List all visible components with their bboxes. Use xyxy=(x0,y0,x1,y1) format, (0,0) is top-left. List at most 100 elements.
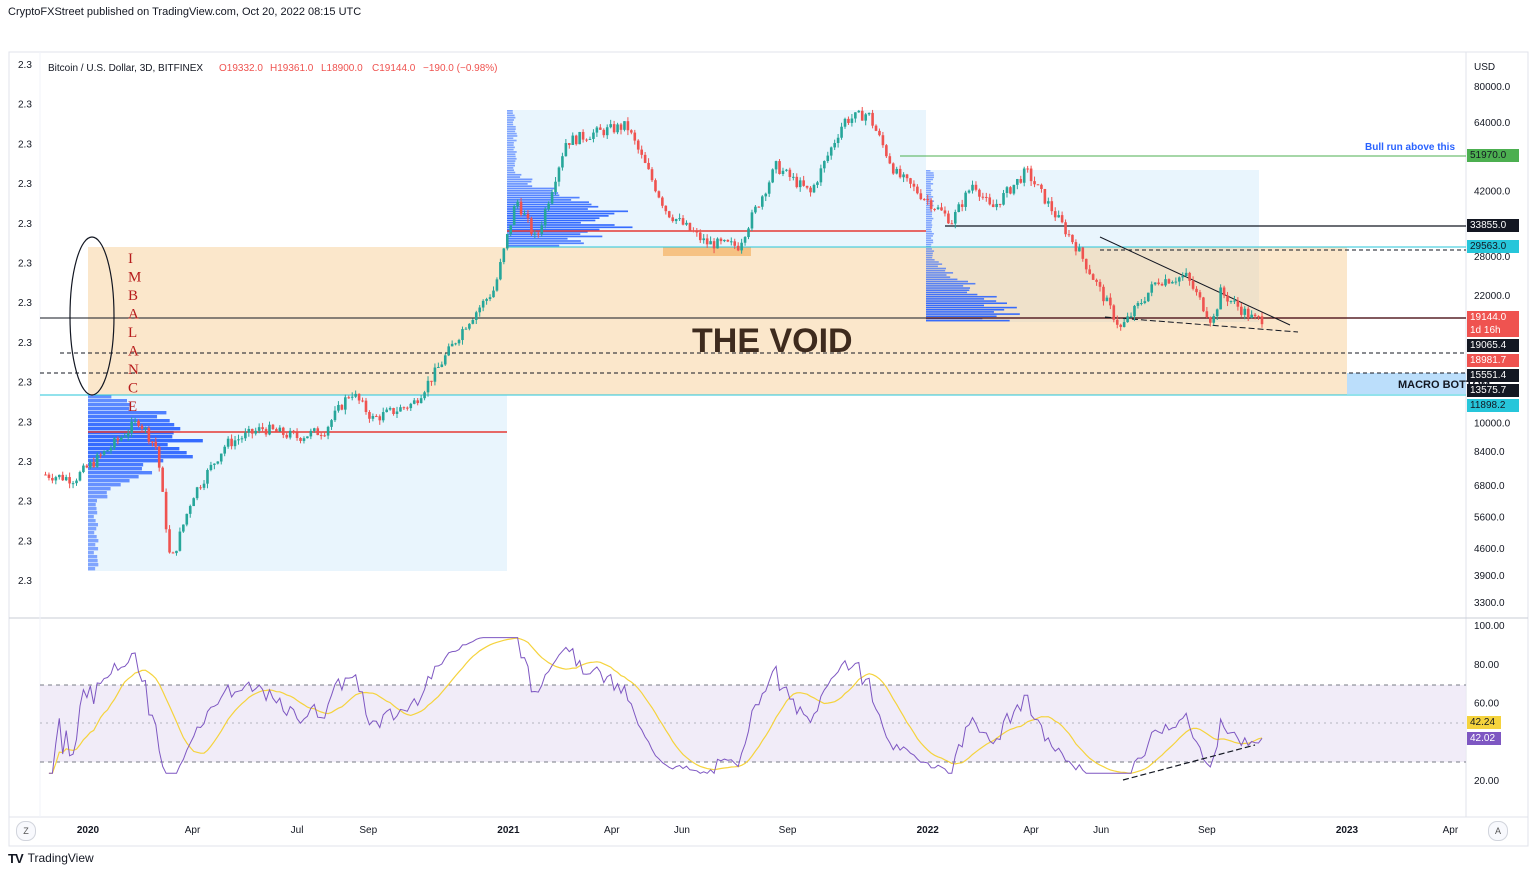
volume-bar xyxy=(507,169,515,172)
volume-bar xyxy=(926,217,934,220)
candle-body xyxy=(1198,292,1202,298)
volume-bar xyxy=(88,443,168,447)
candle-body xyxy=(1019,179,1023,183)
candle-body xyxy=(692,230,695,232)
volume-bar xyxy=(507,189,553,192)
candle-body xyxy=(1222,287,1226,296)
candle-body xyxy=(1188,272,1191,281)
candle-body xyxy=(702,238,706,241)
time-tick: Jun xyxy=(674,825,690,836)
price-axis: 80000.0 64000.0 42000.0 28000.0 22000.0 10000… xyxy=(1474,82,1511,609)
left-tick: 2.3 xyxy=(18,179,32,190)
volume-bar xyxy=(926,287,971,289)
candle-body xyxy=(981,196,985,198)
candle-body xyxy=(636,140,640,150)
candle-body xyxy=(450,343,454,347)
volume-bar xyxy=(88,543,96,547)
volume-bar xyxy=(926,215,932,218)
candle-body xyxy=(244,432,247,439)
candle-body xyxy=(51,477,54,481)
candle-body xyxy=(922,199,926,201)
candle-body xyxy=(1157,282,1160,285)
candle-body xyxy=(571,135,575,145)
volume-bar xyxy=(926,230,932,233)
candle-body xyxy=(1246,308,1250,318)
candle-body xyxy=(1167,279,1171,284)
volume-bar xyxy=(507,132,517,135)
candle-body xyxy=(361,400,364,402)
volume-bar xyxy=(926,291,968,294)
candle-body xyxy=(1260,316,1264,325)
candle-body xyxy=(1081,247,1085,259)
candle-body xyxy=(219,453,223,462)
volume-bar xyxy=(88,455,193,459)
candle-body xyxy=(264,429,268,435)
candle-body xyxy=(612,124,616,133)
candle-body xyxy=(1126,316,1129,323)
volume-bar xyxy=(507,196,580,199)
candle-body xyxy=(1229,300,1233,302)
candle-body xyxy=(557,167,561,182)
candle-body xyxy=(854,112,857,119)
price-label: 19144.0 xyxy=(1467,311,1519,324)
candle-body xyxy=(99,454,102,456)
candle-body xyxy=(867,112,871,115)
volume-bar xyxy=(507,162,515,165)
candle-body xyxy=(509,225,513,235)
candle-body xyxy=(767,182,771,194)
candle-body xyxy=(1095,279,1098,282)
rsi-tick: 20.00 xyxy=(1474,776,1499,787)
candle-body xyxy=(1160,284,1164,286)
price-label: 13575.7 xyxy=(1467,384,1519,397)
zoom-button[interactable]: Z xyxy=(16,821,36,841)
volume-bar xyxy=(507,212,615,215)
candle-body xyxy=(375,416,378,418)
candle-body xyxy=(78,472,82,481)
candle-body xyxy=(230,438,233,447)
volume-bar xyxy=(926,211,933,213)
volume-bar xyxy=(88,467,142,471)
candle-body xyxy=(1084,258,1088,270)
candle-body xyxy=(895,168,899,174)
price-tick: 3300.0 xyxy=(1474,598,1505,609)
candle-body xyxy=(206,470,209,484)
candle-body xyxy=(1105,297,1109,302)
candle-body xyxy=(1057,215,1060,218)
time-tick: Apr xyxy=(604,825,620,836)
candle-body xyxy=(578,131,581,145)
candle-body xyxy=(385,409,388,413)
price-tick: 28000.0 xyxy=(1474,252,1511,263)
candle-body xyxy=(650,169,654,181)
candle-body xyxy=(443,355,447,365)
candle-body xyxy=(1174,281,1178,283)
volume-bar xyxy=(88,439,203,443)
candle-body xyxy=(781,170,785,174)
time-tick: Sep xyxy=(1198,825,1216,836)
candle-body xyxy=(85,465,89,468)
candle-body xyxy=(909,178,912,184)
auto-scale-button[interactable]: A xyxy=(1488,821,1508,841)
candle-body xyxy=(905,174,909,179)
candle-body xyxy=(623,121,626,130)
volume-profile-2021 xyxy=(507,110,633,247)
candle-body xyxy=(536,233,540,235)
candle-body xyxy=(1236,300,1240,307)
candle-body xyxy=(92,461,96,467)
candle-body xyxy=(826,155,830,162)
candle-body xyxy=(1205,311,1209,318)
volume-bar xyxy=(926,193,932,196)
candle-body xyxy=(1036,184,1040,186)
candle-body xyxy=(940,207,943,211)
tradingview-brand[interactable]: TV TradingView xyxy=(8,850,94,866)
candle-body xyxy=(974,184,978,190)
candle-body xyxy=(1009,187,1012,194)
wedge-upper xyxy=(1099,236,1291,326)
candle-body xyxy=(564,143,568,157)
volume-bar xyxy=(507,176,521,178)
rsi-value-label: 42.02 xyxy=(1467,732,1501,745)
candle-body xyxy=(1150,284,1154,293)
candle-body xyxy=(488,297,492,300)
candle-body xyxy=(554,181,557,193)
volume-bar xyxy=(88,527,97,531)
